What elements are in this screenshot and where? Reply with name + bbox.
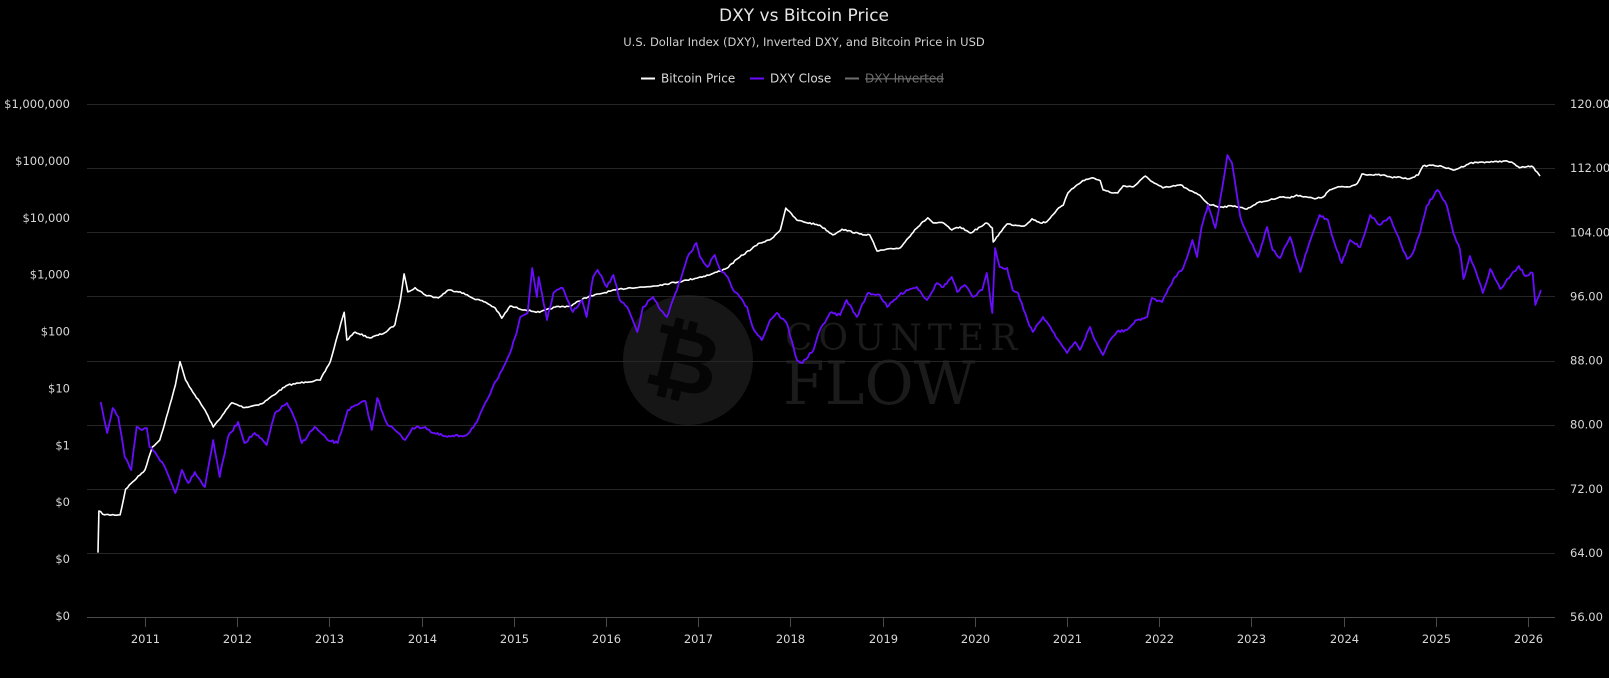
right-axis-tick-label: 64.00 — [1570, 546, 1603, 560]
legend-label: DXY Inverted — [865, 72, 944, 86]
left-axis-tick-label: $0 — [55, 495, 70, 509]
legend-item-dxy-close[interactable]: DXY Close — [750, 72, 831, 86]
x-axis-tick-label: 2019 — [869, 632, 898, 646]
left-axis-tick-label: $100,000 — [15, 154, 70, 168]
gridlines — [87, 104, 1555, 554]
left-axis-tick-label: $1,000,000 — [4, 97, 70, 111]
x-axis-tick-label: 2017 — [684, 632, 713, 646]
right-axis-tick-label: 80.00 — [1570, 418, 1603, 432]
series-line-bitcoin-price — [97, 160, 1541, 553]
left-axis-tick-label: $0 — [55, 552, 70, 566]
watermark: ₿ COUNTER FLOW — [623, 295, 1017, 425]
legend: Bitcoin Price DXY Close DXY Inverted — [641, 72, 944, 86]
x-axis-tick-label: 2023 — [1237, 632, 1266, 646]
right-axis-tick-label: 88.00 — [1570, 354, 1603, 368]
right-axis-tick-label: 96.00 — [1570, 289, 1603, 303]
left-axis-tick-label: $100 — [41, 325, 70, 339]
left-axis-tick-label: $10,000 — [22, 211, 70, 225]
left-axis-tick-label: $10 — [48, 381, 70, 395]
chart-subtitle: U.S. Dollar Index (DXY), Inverted DXY, a… — [623, 35, 985, 49]
right-axis-tick-label: 112.00 — [1570, 161, 1609, 175]
x-axis-tick-label: 2018 — [776, 632, 805, 646]
x-axis-tick-label: 2026 — [1514, 632, 1543, 646]
right-axis-tick-label: 120.00 — [1570, 97, 1609, 111]
x-axis-tick-label: 2013 — [315, 632, 344, 646]
left-axis-tick-label: $1,000 — [30, 268, 70, 282]
x-axis-tick-label: 2022 — [1145, 632, 1174, 646]
watermark-bitcoin-circle — [623, 295, 753, 425]
right-y-axis: 120.00 112.00 104.00 96.00 88.00 80.00 72.00 64… — [1570, 97, 1609, 624]
right-axis-tick-label: 56.00 — [1570, 610, 1603, 624]
left-axis-tick-label: $1 — [55, 438, 70, 452]
watermark-text-flow: FLOW — [783, 349, 976, 419]
left-axis-tick-label: $0 — [55, 609, 70, 623]
series-line-dxy-close — [99, 154, 1542, 494]
x-axis-tick-label: 2015 — [500, 632, 529, 646]
legend-label: Bitcoin Price — [661, 72, 735, 86]
legend-item-bitcoin-price[interactable]: Bitcoin Price — [641, 72, 735, 86]
x-axis-tick-label: 2012 — [223, 632, 252, 646]
x-axis-tick-label: 2014 — [408, 632, 437, 646]
x-axis: 2011 2012 2013 2014 2015 2016 2017 2018 2019 2020… — [87, 617, 1555, 646]
x-axis-tick-label: 2021 — [1053, 632, 1082, 646]
x-axis-tick-label: 2016 — [592, 632, 621, 646]
legend-label: DXY Close — [770, 72, 831, 86]
x-axis-tick-label: 2025 — [1422, 632, 1451, 646]
x-axis-tick-label: 2011 — [131, 632, 160, 646]
x-axis-tick-label: 2020 — [961, 632, 990, 646]
right-axis-tick-label: 72.00 — [1570, 482, 1603, 496]
legend-item-dxy-inverted[interactable]: DXY Inverted — [845, 72, 944, 86]
right-axis-tick-label: 104.00 — [1570, 225, 1609, 239]
x-axis-tick-label: 2024 — [1330, 632, 1359, 646]
chart-title: DXY vs Bitcoin Price — [719, 6, 889, 26]
left-y-axis: $1,000,000 $100,000 $10,000 $1,000 $100 $10 $1… — [4, 97, 70, 623]
series-group — [97, 154, 1542, 553]
